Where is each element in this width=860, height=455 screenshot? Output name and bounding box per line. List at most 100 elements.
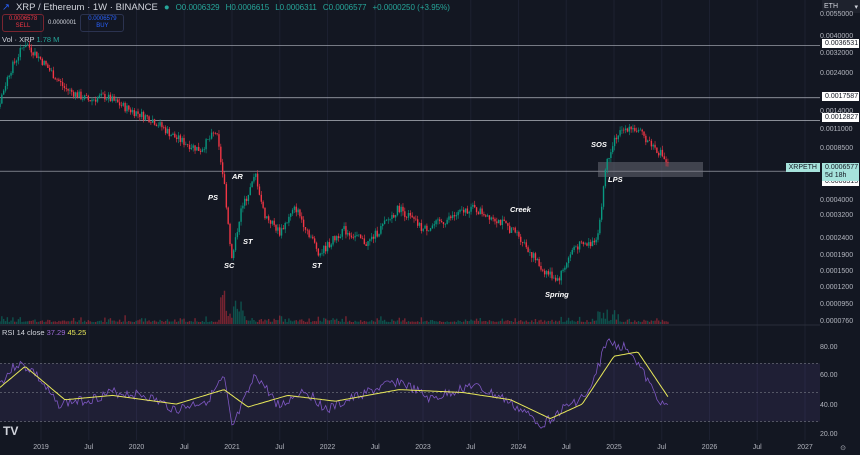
candle-body [369, 239, 371, 242]
volume-bar [426, 320, 428, 324]
candle-body [146, 115, 148, 117]
candle-body [619, 130, 621, 136]
volume-bar [442, 321, 445, 324]
candle-body [319, 253, 321, 256]
volume-bar [525, 320, 527, 324]
candle-body [223, 174, 226, 185]
candle-body [25, 45, 27, 48]
volume-bar [464, 319, 467, 324]
candle-body [36, 51, 38, 58]
candle-body [566, 263, 568, 268]
volume-bar [571, 320, 573, 324]
candle-body [646, 140, 649, 143]
candle-body [185, 144, 187, 145]
rsi-ma-value: 45.25 [67, 328, 87, 337]
volume-bar [328, 320, 331, 324]
candle-body [623, 129, 625, 131]
candle-body [345, 226, 347, 235]
time-axis-label: 2022 [319, 444, 336, 451]
volume-bar [641, 321, 643, 324]
volume-bar [411, 321, 413, 324]
candle-body [348, 233, 351, 236]
candle-body [635, 130, 638, 132]
candle-body [260, 194, 262, 202]
volume-bar [428, 321, 430, 324]
candle-body [534, 253, 537, 261]
volume-bar [646, 320, 649, 324]
candle-body [128, 105, 130, 110]
candle-body [324, 245, 327, 252]
currency-selector[interactable]: ETH ▾ [822, 0, 860, 13]
volume-bar [45, 321, 47, 324]
time-axis-label: 2023 [415, 444, 431, 451]
buy-button[interactable]: 0.0006579 BUY [80, 14, 125, 32]
candle-body [639, 129, 642, 131]
candle-body [656, 147, 658, 153]
sell-button[interactable]: 0.0006578 SELL [2, 14, 44, 32]
volume-bar [196, 321, 198, 324]
volume-bar [358, 321, 360, 324]
candle-body [109, 94, 112, 102]
price-axis-label: 0.0003200 [820, 212, 854, 219]
volume-bar [586, 320, 588, 324]
volume-bar [282, 321, 285, 324]
candle-body [50, 70, 53, 72]
symbol-title[interactable]: XRP / Ethereum · 1W · BINANCE [15, 2, 158, 13]
volume-bar [617, 314, 619, 324]
volume-bar [275, 320, 277, 324]
volume-bar [508, 320, 511, 324]
candle-body [157, 125, 159, 127]
candle-body [490, 217, 492, 220]
candle-body [459, 209, 461, 212]
candle-body [63, 86, 66, 88]
candle-body [391, 215, 393, 219]
candle-body [117, 99, 119, 103]
volume-bar [334, 319, 336, 324]
candle-body [144, 115, 147, 120]
candle-body [4, 85, 7, 91]
volume-bar [186, 321, 189, 324]
volume-bar [163, 321, 165, 324]
volume-bar [595, 320, 597, 324]
rsi-line [0, 338, 669, 429]
candle-body [21, 47, 23, 49]
candle-body [464, 208, 467, 213]
time-axis-label: Jul [561, 444, 571, 451]
auto-scale-icon[interactable]: ⊙ [840, 445, 846, 452]
volume-bar [34, 319, 36, 324]
candle-body [444, 224, 446, 225]
candle-body [501, 219, 504, 226]
candle-body [455, 215, 458, 217]
candle-body [43, 60, 45, 65]
volume-bar [545, 321, 548, 324]
volume-bar [129, 321, 132, 324]
volume-bar [244, 316, 246, 324]
volume-bar [150, 321, 152, 324]
volume-bar [93, 321, 95, 324]
volume-bar [599, 311, 601, 324]
volume-bar [448, 321, 450, 324]
volume-bar [313, 321, 316, 324]
price-axis-label: 0.0040000 [820, 33, 854, 40]
volume-bar [177, 321, 180, 324]
volume-bar [30, 320, 32, 324]
volume-bar [531, 320, 533, 324]
candle-body [641, 129, 643, 132]
candle-body [531, 252, 533, 258]
volume-bar [63, 320, 66, 324]
volume-bar [17, 319, 20, 324]
volume-bar [229, 313, 231, 324]
candle-body [383, 220, 386, 225]
volume-bar [216, 321, 218, 324]
volume-bar [615, 319, 618, 324]
volume-bar [468, 321, 470, 324]
candle-body [448, 216, 450, 220]
rsi-legend[interactable]: RSI 14 close 37.29 45.25 [2, 328, 86, 337]
candle-body [462, 209, 465, 213]
volume-bar [135, 320, 137, 324]
volume-legend[interactable]: Vol · XRP 1.78 M [2, 35, 59, 44]
tradingview-logo[interactable]: TV [3, 424, 19, 438]
volume-bar [232, 306, 235, 324]
candle-body [433, 224, 435, 226]
